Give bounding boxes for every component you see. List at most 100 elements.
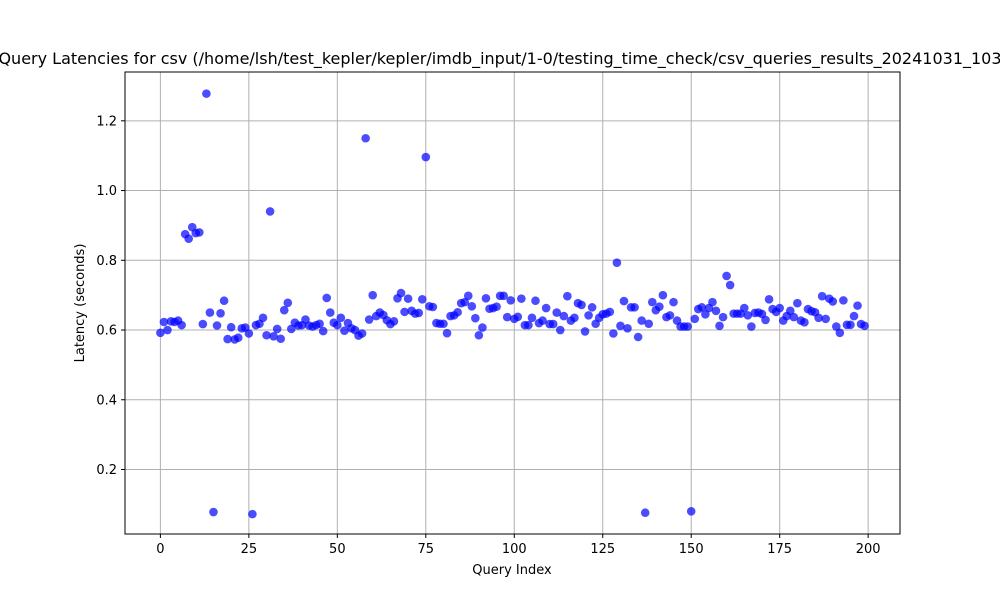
- data-point: [212, 321, 222, 330]
- data-point: [389, 317, 399, 326]
- x-tick-label: 0: [156, 542, 164, 557]
- data-point: [640, 508, 650, 518]
- x-tick-label: 125: [590, 542, 615, 557]
- data-point: [793, 298, 802, 308]
- data-point: [403, 294, 413, 303]
- data-point: [287, 324, 296, 334]
- data-point: [414, 308, 424, 318]
- data-point: [474, 330, 484, 340]
- data-point: [195, 228, 204, 237]
- data-point: [499, 291, 508, 301]
- data-point: [665, 311, 675, 320]
- x-tick-label: 50: [329, 542, 346, 557]
- data-point: [513, 312, 523, 322]
- data-point: [453, 307, 462, 317]
- data-point: [506, 296, 516, 305]
- data-point: [587, 303, 597, 312]
- data-point: [233, 333, 243, 342]
- data-point: [184, 234, 193, 243]
- data-point: [708, 297, 717, 307]
- data-point: [725, 280, 735, 290]
- x-axis-label: Query Index: [472, 563, 552, 578]
- data-point: [428, 302, 438, 312]
- data-point: [421, 152, 431, 162]
- x-tick-label: 200: [856, 542, 881, 557]
- grid-lines: [125, 72, 900, 534]
- data-point: [800, 318, 809, 327]
- data-point: [605, 307, 615, 317]
- data-point: [216, 308, 225, 318]
- y-tick-label: 0.6: [96, 324, 117, 339]
- data-point: [244, 329, 254, 338]
- data-point: [163, 325, 172, 335]
- data-point: [616, 321, 625, 331]
- data-point: [570, 313, 579, 323]
- data-point: [555, 325, 565, 335]
- data-point: [248, 509, 257, 519]
- data-point: [460, 297, 470, 307]
- data-point: [722, 271, 731, 281]
- data-point: [276, 334, 286, 344]
- data-point: [711, 306, 721, 316]
- data-point: [817, 291, 827, 301]
- data-point: [538, 316, 547, 325]
- data-point: [357, 329, 367, 338]
- data-point: [686, 507, 696, 516]
- data-point: [789, 312, 799, 322]
- data-point: [835, 328, 845, 338]
- data-point: [265, 207, 275, 216]
- data-point: [502, 312, 512, 322]
- data-point: [785, 306, 795, 316]
- data-point: [683, 322, 692, 331]
- data-point: [718, 312, 728, 322]
- data-point: [396, 288, 406, 298]
- data-point: [325, 308, 335, 317]
- chart-title: Query Latencies for csv (/home/lsh/test_…: [0, 49, 1000, 69]
- data-point: [775, 303, 784, 313]
- data-point: [177, 320, 186, 330]
- data-point: [417, 295, 427, 304]
- data-point: [814, 313, 823, 323]
- data-point: [524, 320, 533, 330]
- data-point: [821, 314, 830, 324]
- axis-ticks: 0 25 50 75 100 125 150 175 200 0.2 0.4 0.6 0.8 1.0 1.2: [96, 114, 880, 557]
- data-point: [644, 319, 654, 329]
- data-point: [517, 294, 526, 303]
- data-point: [531, 296, 540, 306]
- data-point: [647, 297, 657, 307]
- data-point: [209, 507, 218, 517]
- data-point: [368, 290, 378, 300]
- data-point: [860, 321, 869, 331]
- y-axis-label: Latency (seconds): [73, 244, 88, 363]
- data-point: [219, 296, 229, 306]
- data-point: [701, 310, 710, 319]
- x-tick-label: 175: [767, 542, 792, 557]
- data-point: [690, 314, 700, 324]
- data-point: [198, 319, 208, 329]
- data-point: [764, 295, 774, 304]
- data-point: [400, 307, 409, 317]
- data-point: [658, 290, 668, 300]
- data-point: [612, 258, 622, 268]
- data-point: [584, 311, 593, 320]
- data-point: [478, 323, 487, 332]
- data-point: [747, 322, 756, 331]
- data-point: [623, 323, 632, 333]
- data-point: [548, 319, 558, 329]
- y-tick-label: 1.0: [96, 184, 117, 199]
- x-tick-label: 75: [418, 542, 435, 557]
- data-point: [336, 313, 346, 323]
- y-tick-label: 0.2: [96, 463, 117, 478]
- data-points: [156, 89, 869, 519]
- data-point: [333, 320, 342, 330]
- data-point: [743, 311, 753, 320]
- data-point: [318, 326, 328, 336]
- data-point: [697, 303, 707, 312]
- y-tick-label: 1.2: [96, 114, 117, 129]
- data-point: [492, 302, 501, 311]
- data-point: [832, 322, 841, 331]
- data-point: [577, 300, 586, 310]
- data-point: [442, 328, 452, 338]
- data-point: [761, 315, 770, 325]
